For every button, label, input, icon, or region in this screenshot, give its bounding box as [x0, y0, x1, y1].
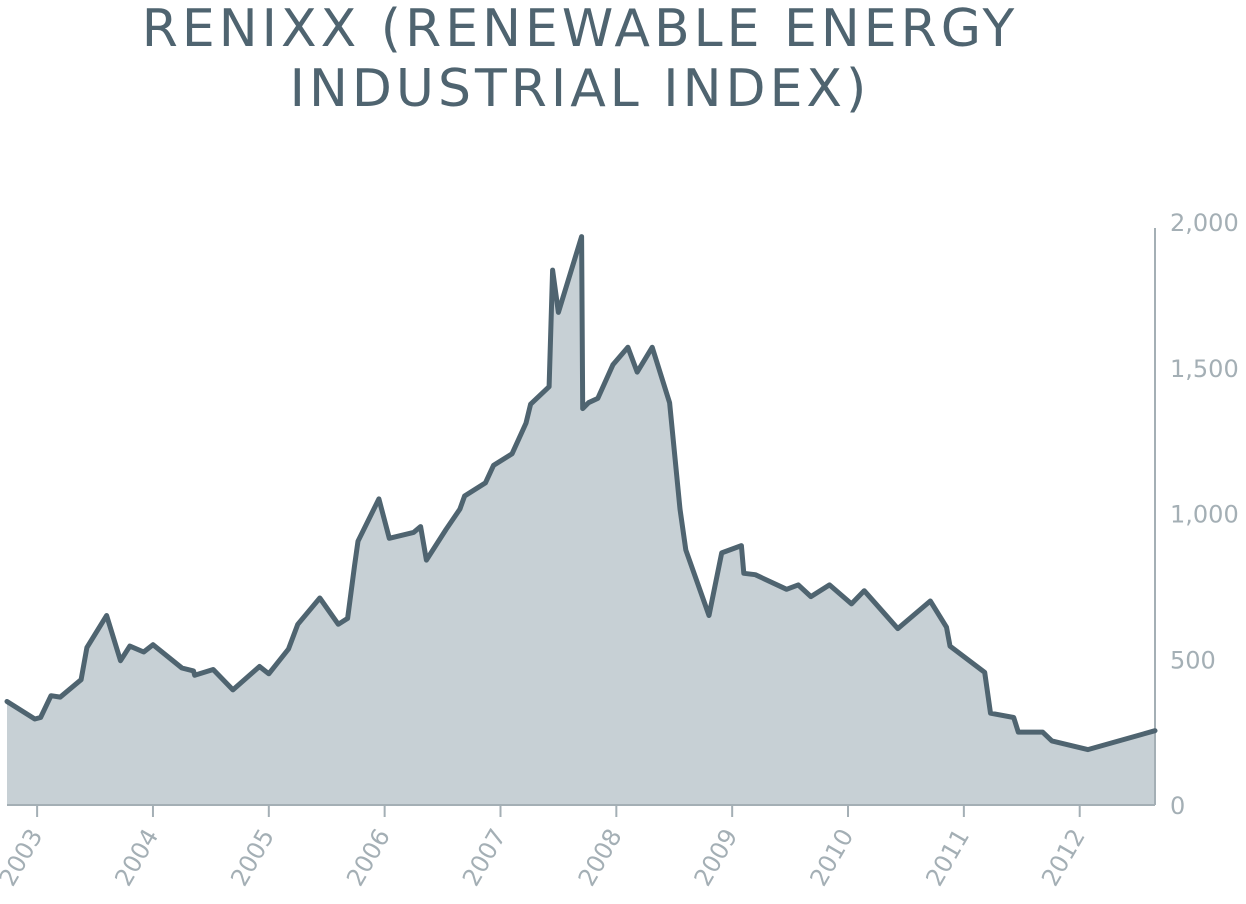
x-tick-label: 2008	[573, 824, 628, 891]
series-line	[4, 234, 1158, 753]
x-tick-label: 2012	[1036, 824, 1091, 891]
y-tick-label: 2,000	[1170, 209, 1239, 237]
chart-title-line-1: RENIXX (RENEWABLE ENERGY	[141, 0, 1019, 59]
x-tick-label: 2007	[457, 824, 512, 891]
chart-title-line-2: INDUSTRIAL INDEX)	[289, 59, 871, 119]
y-tick-label: 0	[1170, 792, 1185, 820]
x-tick-label: 2003	[0, 824, 48, 891]
area-fill	[7, 236, 1155, 806]
x-tick-label: 2004	[109, 824, 164, 891]
y-tick-label: 1,000	[1170, 501, 1239, 529]
x-tick-label: 2005	[225, 824, 280, 891]
y-tick-label: 1,500	[1170, 355, 1239, 383]
x-tick-label: 2006	[341, 824, 396, 891]
x-tick-label: 2011	[920, 824, 975, 891]
x-tick-label: 2009	[689, 824, 744, 891]
y-tick-label: 500	[1170, 646, 1216, 674]
x-tick-label: 2010	[804, 824, 859, 891]
